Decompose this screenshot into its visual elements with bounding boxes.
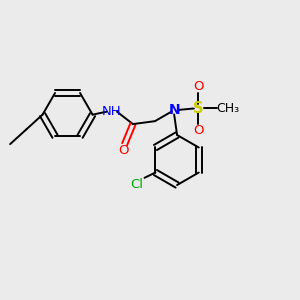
Text: O: O	[193, 124, 203, 137]
Text: Cl: Cl	[130, 178, 143, 191]
Text: O: O	[193, 80, 203, 93]
Text: CH₃: CH₃	[216, 102, 239, 115]
Text: O: O	[118, 144, 128, 157]
Text: N: N	[168, 103, 180, 117]
Text: S: S	[193, 101, 203, 116]
Text: NH: NH	[102, 105, 122, 118]
